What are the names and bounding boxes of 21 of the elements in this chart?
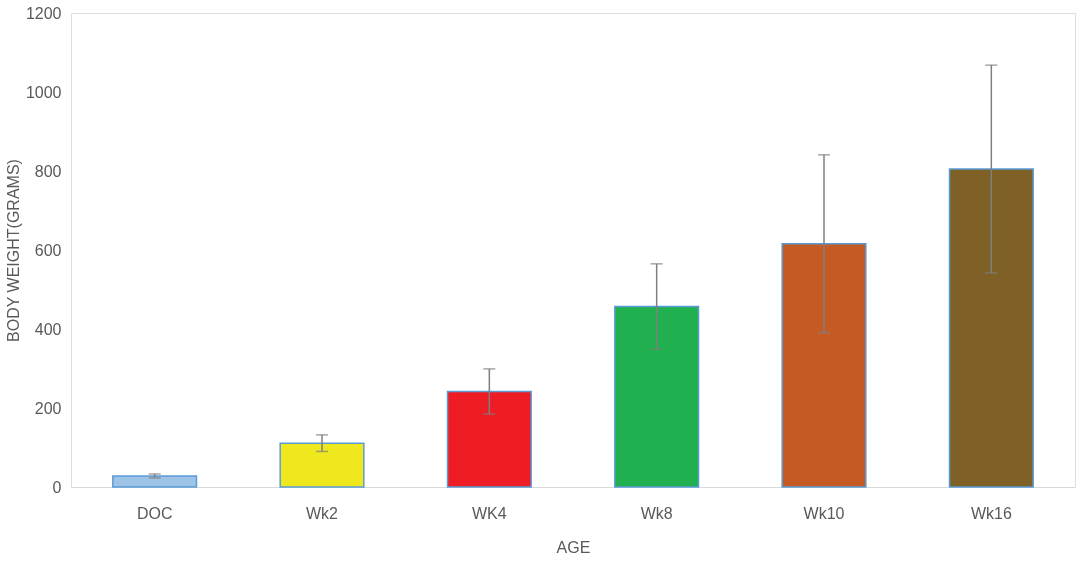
bar — [781, 242, 867, 488]
x-tick-label: Wk16 — [970, 504, 1012, 522]
y-tick-label: 0 — [52, 478, 62, 496]
y-tick-label: 400 — [34, 320, 62, 338]
y-axis-title: BODY WEIGHT(GRAMS) — [4, 159, 22, 342]
x-tick-label: Wk10 — [803, 504, 845, 522]
x-axis-title: AGE — [556, 538, 591, 556]
bar — [279, 442, 365, 488]
bar — [948, 168, 1034, 488]
bar — [446, 390, 532, 488]
y-tick-label: 200 — [34, 399, 62, 417]
x-tick-label: Wk8 — [640, 504, 673, 522]
bar — [614, 305, 700, 488]
y-tick-label: 1200 — [25, 4, 62, 22]
x-tick-label: WK4 — [472, 504, 507, 522]
bar — [112, 475, 198, 488]
x-tick-label: DOC — [136, 504, 173, 522]
y-tick-label: 1000 — [25, 83, 62, 101]
y-tick-label: 800 — [34, 162, 62, 180]
y-tick-label: 600 — [34, 241, 62, 259]
x-tick-label: Wk2 — [306, 504, 339, 522]
